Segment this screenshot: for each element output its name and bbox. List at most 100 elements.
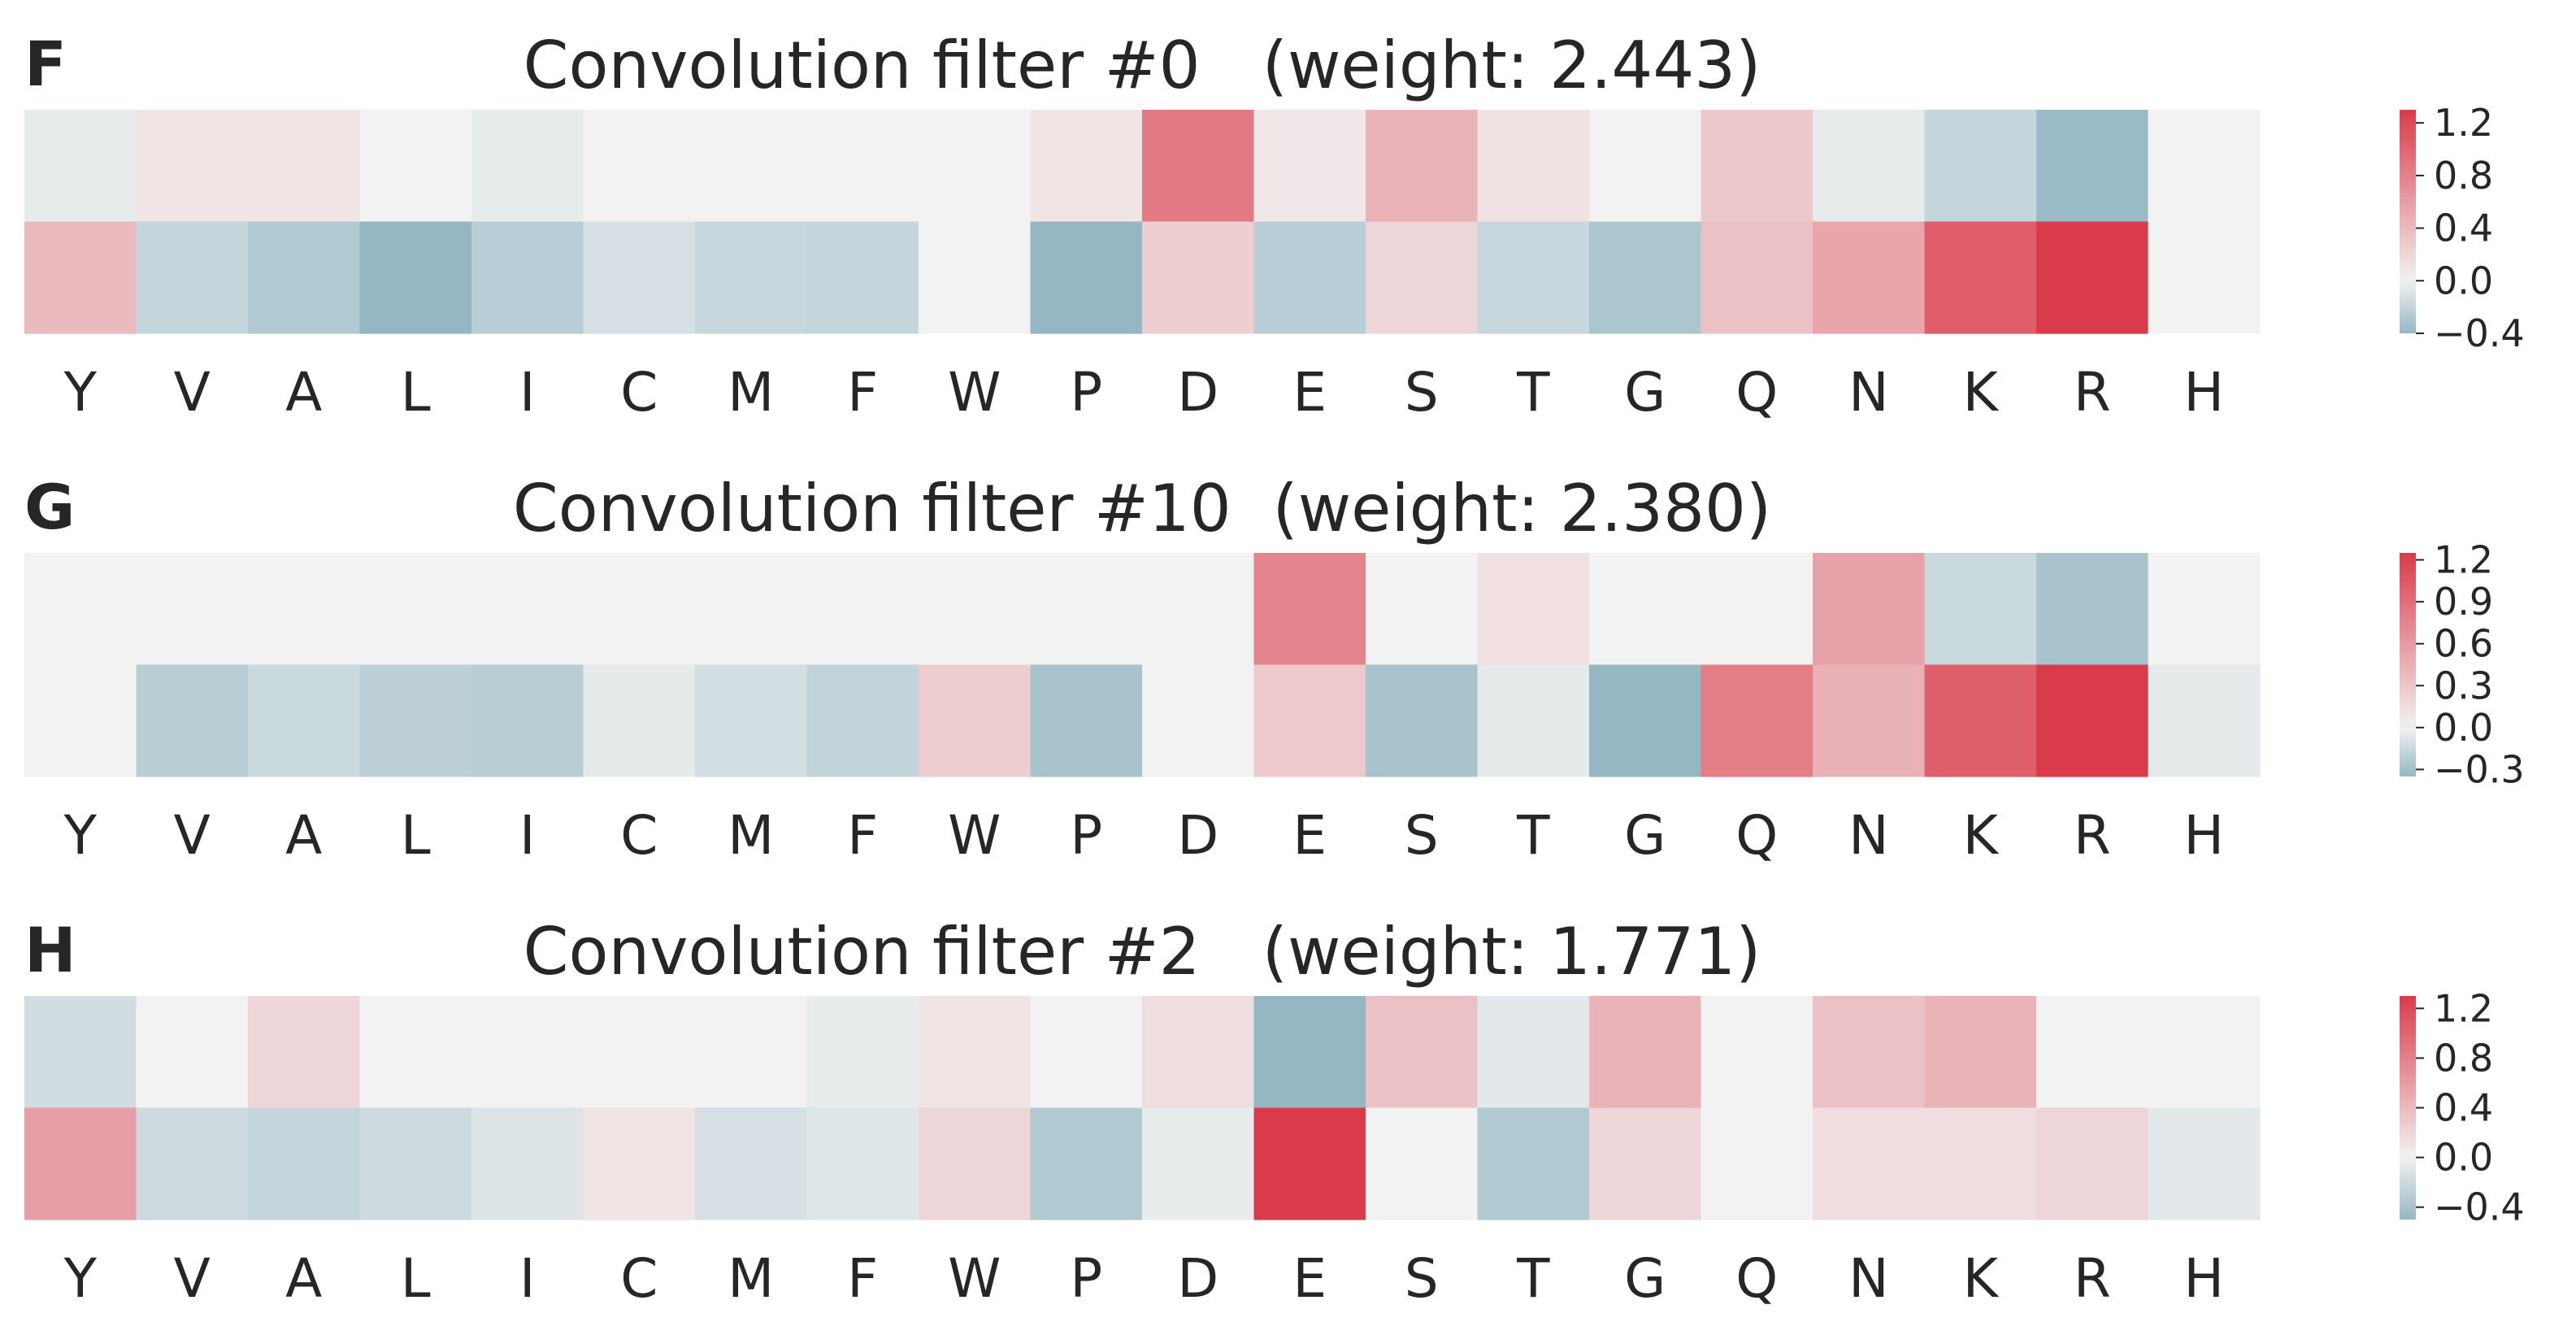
x-tick-label: W — [948, 1247, 1001, 1310]
heatmap-cell-T-row0 — [1477, 110, 1590, 223]
heatmap-cell-Y-row0 — [24, 553, 137, 666]
colorbar-tick-label: 0.9 — [2434, 580, 2493, 624]
x-tick-label: G — [1624, 361, 1666, 424]
heatmap-cell-Y-row1 — [24, 1107, 137, 1220]
x-tick-label: H — [2183, 361, 2224, 424]
x-tick-label: Y — [63, 361, 98, 424]
heatmap-cell-F-row1 — [806, 1107, 919, 1220]
colorbar-tick-label: 0.0 — [2434, 259, 2493, 302]
heatmap-cell-N-row0 — [1813, 996, 1926, 1109]
heatmap-cell-D-row1 — [1142, 664, 1255, 777]
heatmap-cell-M-row0 — [695, 996, 808, 1109]
heatmap-cell-E-row1 — [1253, 221, 1366, 334]
x-tick-label: S — [1405, 1247, 1439, 1310]
x-tick-label: L — [401, 1247, 431, 1310]
heatmap-cell-W-row1 — [919, 664, 1032, 777]
x-tick-label: R — [2074, 361, 2111, 424]
panel-letter: G — [24, 471, 75, 543]
x-tick-label: N — [1848, 804, 1888, 867]
x-tick-label: F — [847, 804, 878, 867]
chart-title: Convolution filter #2 (weight: 1.771) — [523, 914, 1761, 989]
heatmap-cell-K-row1 — [1924, 664, 2037, 777]
heatmap-cell-E-row1 — [1253, 664, 1366, 777]
heatmap-cell-N-row1 — [1813, 1107, 1926, 1220]
heatmap-cell-Q-row1 — [1701, 1107, 1814, 1220]
x-tick-label: D — [1177, 804, 1218, 867]
heatmap-cell-P-row1 — [1030, 221, 1143, 334]
x-tick-label: Y — [63, 1247, 98, 1310]
heatmap-cell-V-row0 — [136, 996, 249, 1109]
heatmap-cell-F-row0 — [806, 553, 919, 666]
colorbar-tick-label: 0.4 — [2434, 207, 2493, 250]
heatmap-cell-V-row0 — [136, 553, 249, 666]
heatmap-cell-I-row1 — [471, 221, 584, 334]
heatmap-cell-W-row0 — [919, 553, 1032, 666]
heatmap-cell-K-row0 — [1924, 996, 2037, 1109]
x-tick-label: C — [620, 361, 658, 424]
colorbar-tick-label: 0.4 — [2434, 1086, 2493, 1130]
heatmap-cell-L-row0 — [359, 553, 472, 666]
heatmap-cell-R-row1 — [2036, 664, 2149, 777]
heatmap-cell-Q-row1 — [1701, 221, 1814, 334]
heatmap-cell-T-row0 — [1477, 996, 1590, 1109]
x-tick-label: R — [2074, 804, 2111, 867]
heatmap-cell-A-row1 — [248, 1107, 361, 1220]
x-tick-label: H — [2183, 1247, 2224, 1310]
heatmap-cell-C-row0 — [583, 553, 696, 666]
heatmap-cell-D-row0 — [1142, 553, 1255, 666]
x-tick-label: E — [1292, 804, 1327, 867]
panel-f: F Convolution filter #0 (weight: 2.443) Y V… — [24, 28, 2525, 424]
x-tick-label: P — [1070, 804, 1102, 867]
heatmap-cell-P-row0 — [1030, 553, 1143, 666]
heatmap-cell-L-row1 — [359, 1107, 472, 1220]
x-tick-label: E — [1292, 361, 1327, 424]
panel-letter: F — [24, 28, 67, 100]
heatmap-cell-V-row0 — [136, 110, 249, 223]
heatmap-cell-W-row1 — [919, 221, 1032, 334]
heatmap-cell-G-row1 — [1589, 221, 1702, 334]
x-tick-label: L — [401, 361, 431, 424]
colorbar-tick-label: 0.3 — [2434, 663, 2493, 707]
x-tick-label: L — [401, 804, 431, 867]
heatmap-cell-S-row1 — [1366, 221, 1479, 334]
x-tick-label: G — [1624, 1247, 1666, 1310]
heatmap-cell-M-row1 — [695, 1107, 808, 1220]
x-tick-label: V — [174, 804, 211, 867]
colorbar-tick-label: 1.2 — [2434, 101, 2493, 145]
heatmap-cell-C-row1 — [583, 1107, 696, 1220]
colorbar-tick-label: −0.3 — [2434, 747, 2525, 791]
heatmap-cell-G-row0 — [1589, 996, 1702, 1109]
heatmap-cell-M-row1 — [695, 664, 808, 777]
heatmap-cell-D-row1 — [1142, 1107, 1255, 1220]
x-tick-label: Y — [63, 804, 98, 867]
heatmap-cell-S-row1 — [1366, 1107, 1479, 1220]
colorbar-tick-label: 0.0 — [2434, 706, 2493, 750]
x-tick-label: F — [847, 1247, 878, 1310]
heatmap-cell-Q-row0 — [1701, 996, 1814, 1109]
heatmap-cell-Y-row1 — [24, 221, 137, 334]
heatmap-cell-K-row1 — [1924, 1107, 2037, 1220]
x-tick-label: F — [847, 361, 878, 424]
heatmap-cell-S-row0 — [1366, 996, 1479, 1109]
x-tick-label: K — [1963, 804, 2000, 867]
heatmap-cell-C-row1 — [583, 221, 696, 334]
heatmap-cell-R-row1 — [2036, 1107, 2149, 1220]
x-tick-label: W — [948, 804, 1001, 867]
heatmap-cell-P-row1 — [1030, 1107, 1143, 1220]
x-tick-label: P — [1070, 1247, 1102, 1310]
heatmap-cell-Y-row1 — [24, 664, 137, 777]
x-tick-label: N — [1848, 361, 1888, 424]
heatmap-cell-S-row1 — [1366, 664, 1479, 777]
x-tick-label: C — [620, 1247, 658, 1310]
heatmap-cell-Q-row1 — [1701, 664, 1814, 777]
x-tick-label: Q — [1735, 1247, 1778, 1310]
x-tick-label: A — [285, 1247, 322, 1310]
heatmap-cell-F-row0 — [806, 110, 919, 223]
x-tick-label: N — [1848, 1247, 1888, 1310]
heatmap-cell-P-row1 — [1030, 664, 1143, 777]
heatmap-cell-A-row1 — [248, 664, 361, 777]
heatmap-cell-G-row0 — [1589, 110, 1702, 223]
heatmap-cell-H-row1 — [2148, 221, 2261, 334]
x-tick-label: S — [1405, 804, 1439, 867]
heatmap-cell-Y-row0 — [24, 996, 137, 1109]
